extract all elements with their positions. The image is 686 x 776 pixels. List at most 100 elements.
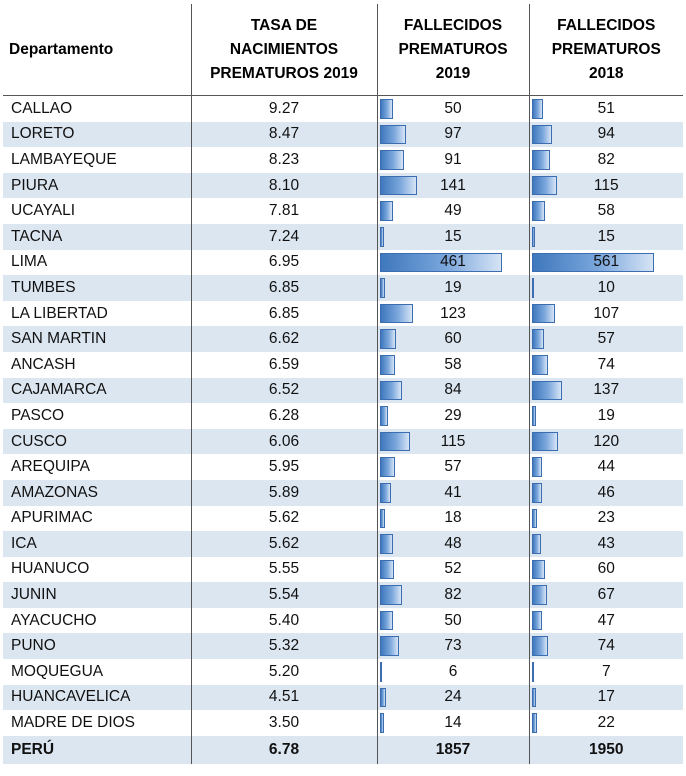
deaths-2018-cell-databar xyxy=(531,406,536,426)
deaths-2018-cell-value: 120 xyxy=(593,432,620,450)
table-row: HUANUCO 5.55 52 60 xyxy=(3,556,683,583)
deaths-2018-cell: 115 xyxy=(528,172,683,199)
deaths-2019-cell-value: 91 xyxy=(444,150,462,168)
deaths-2018-cell: 107 xyxy=(528,300,683,327)
deaths-2018-cell-value: 47 xyxy=(597,611,615,629)
rate-cell: 5.54 xyxy=(190,582,377,608)
deaths-2019-cell-databar xyxy=(379,585,402,605)
deaths-2019-cell: 24 xyxy=(376,684,529,711)
rate-cell: 8.10 xyxy=(190,172,377,199)
deaths-2019-cell-databar xyxy=(379,252,502,273)
deaths-2019-cell: 73 xyxy=(376,633,529,660)
deaths-2018-cell-databar xyxy=(531,534,541,554)
deaths-2018-cell-value: 57 xyxy=(597,330,615,348)
department-cell: AMAZONAS xyxy=(3,479,191,506)
deaths-2019-cell-databar xyxy=(379,406,388,426)
deaths-2019-cell: 14 xyxy=(376,710,529,736)
deaths-2018-cell: 120 xyxy=(528,428,683,455)
deaths-2019-cell: 6 xyxy=(376,659,529,685)
deaths-2019-cell: 123 xyxy=(376,300,529,327)
rate-cell: 6.85 xyxy=(190,300,377,327)
deaths-2019-cell-value: 60 xyxy=(444,330,462,348)
deaths-2018-cell: 15 xyxy=(528,223,683,250)
deaths-2018-cell: 67 xyxy=(528,582,683,608)
deaths-2019-cell-value: 73 xyxy=(444,637,462,655)
deaths-2018-cell-value: 94 xyxy=(597,125,615,143)
deaths-2019-cell: 84 xyxy=(376,377,529,404)
deaths-2018-cell-value: 60 xyxy=(597,560,615,578)
total-rate-cell: 6.78 xyxy=(190,735,377,764)
rate-cell: 3.50 xyxy=(190,710,377,736)
rate-cell: 5.62 xyxy=(190,505,377,532)
deaths-2018-cell-databar xyxy=(531,380,562,401)
deaths-2018-cell-databar xyxy=(531,278,534,298)
deaths-2018-cell-databar xyxy=(531,457,542,477)
department-cell: APURIMAC xyxy=(11,509,93,527)
rate-cell: 9.27 xyxy=(190,95,377,122)
table-row: ICA 5.62 48 43 xyxy=(3,531,683,557)
premature-births-table: Departamento TASA DE NACIMIENTOS PREMATU… xyxy=(3,4,683,764)
deaths-2018-cell-databar xyxy=(531,482,542,503)
deaths-2019-cell-databar xyxy=(379,687,386,708)
rate-cell: 6.95 xyxy=(190,249,377,276)
total-deaths-2018-cell: 1950 xyxy=(528,735,683,764)
deaths-2019-cell: 50 xyxy=(376,607,529,634)
department-cell: ANCASH xyxy=(11,355,76,373)
header-deaths-2018-line-1: FALLECIDOS xyxy=(557,16,656,34)
rate-cell: 6.59 xyxy=(190,351,377,378)
deaths-2018-cell-databar xyxy=(531,713,537,733)
deaths-2018-cell: 74 xyxy=(528,633,683,660)
rate-cell: 6.62 xyxy=(190,326,377,352)
department-cell: PUNO xyxy=(3,633,191,660)
deaths-2018-cell-value: 17 xyxy=(597,688,615,706)
deaths-2018-cell: 19 xyxy=(528,403,683,429)
deaths-2019-cell-value: 50 xyxy=(444,99,462,117)
deaths-2018-cell: 74 xyxy=(528,351,683,378)
table-row: CAJAMARCA 6.52 84 137 xyxy=(3,377,683,404)
deaths-2019-cell-databar xyxy=(379,482,391,503)
department-cell: CAJAMARCA xyxy=(3,377,191,404)
rate-cell: 7.24 xyxy=(190,223,377,250)
table-row: MOQUEGUA 5.20 6 7 xyxy=(3,659,683,685)
deaths-2018-cell-value: 10 xyxy=(597,278,615,296)
deaths-2019-cell: 141 xyxy=(376,172,529,199)
deaths-2019-cell-databar xyxy=(379,636,399,657)
deaths-2019-cell-databar xyxy=(379,380,402,401)
deaths-2019-cell-value: 123 xyxy=(440,304,466,322)
deaths-2018-cell: 94 xyxy=(528,121,683,148)
header-deaths-2018-line-3: 2018 xyxy=(589,64,624,82)
table-row: LA LIBERTAD 6.85 123 107 xyxy=(3,300,683,327)
rate-cell: 6.06 xyxy=(190,428,377,455)
department-cell: MOQUEGUA xyxy=(11,662,104,680)
deaths-2018-cell-databar xyxy=(531,559,545,580)
department-cell: ICA xyxy=(3,531,191,557)
department-cell: CALLAO xyxy=(11,99,73,117)
table-row: LIMA 6.95 461 561 xyxy=(3,249,683,276)
table-row: AYACUCHO 5.40 50 47 xyxy=(3,607,683,634)
deaths-2018-cell: 43 xyxy=(528,531,683,557)
table-row: LORETO 8.47 97 94 xyxy=(3,121,683,148)
deaths-2018-cell: 60 xyxy=(528,556,683,583)
header-rate-line-1: TASA DE xyxy=(250,16,318,34)
deaths-2019-cell: 50 xyxy=(376,95,529,122)
deaths-2018-cell: 57 xyxy=(528,326,683,352)
deaths-2019-cell-databar xyxy=(379,662,382,682)
deaths-2019-cell: 82 xyxy=(376,582,529,608)
table-row: AMAZONAS 5.89 41 46 xyxy=(3,479,683,506)
deaths-2018-cell-value: 67 xyxy=(597,586,615,604)
total-row: PERÚ 6.78 1857 1950 xyxy=(3,735,683,764)
department-cell: PASCO xyxy=(11,406,65,424)
deaths-2019-cell: 15 xyxy=(376,223,529,250)
deaths-2019-cell-value: 461 xyxy=(440,253,466,271)
deaths-2019-cell-databar xyxy=(379,124,406,145)
deaths-2018-cell-databar xyxy=(531,150,550,170)
table-row: JUNIN 5.54 82 67 xyxy=(3,582,683,608)
deaths-2019-cell-value: 41 xyxy=(444,483,462,501)
deaths-2019-cell-value: 49 xyxy=(444,202,462,220)
department-cell: JUNIN xyxy=(3,582,191,608)
deaths-2019-cell-value: 6 xyxy=(448,662,458,680)
rate-cell: 5.62 xyxy=(190,531,377,557)
rate-cell: 8.47 xyxy=(190,121,377,148)
deaths-2018-cell-databar xyxy=(531,252,654,273)
deaths-2019-cell-databar xyxy=(379,278,385,298)
